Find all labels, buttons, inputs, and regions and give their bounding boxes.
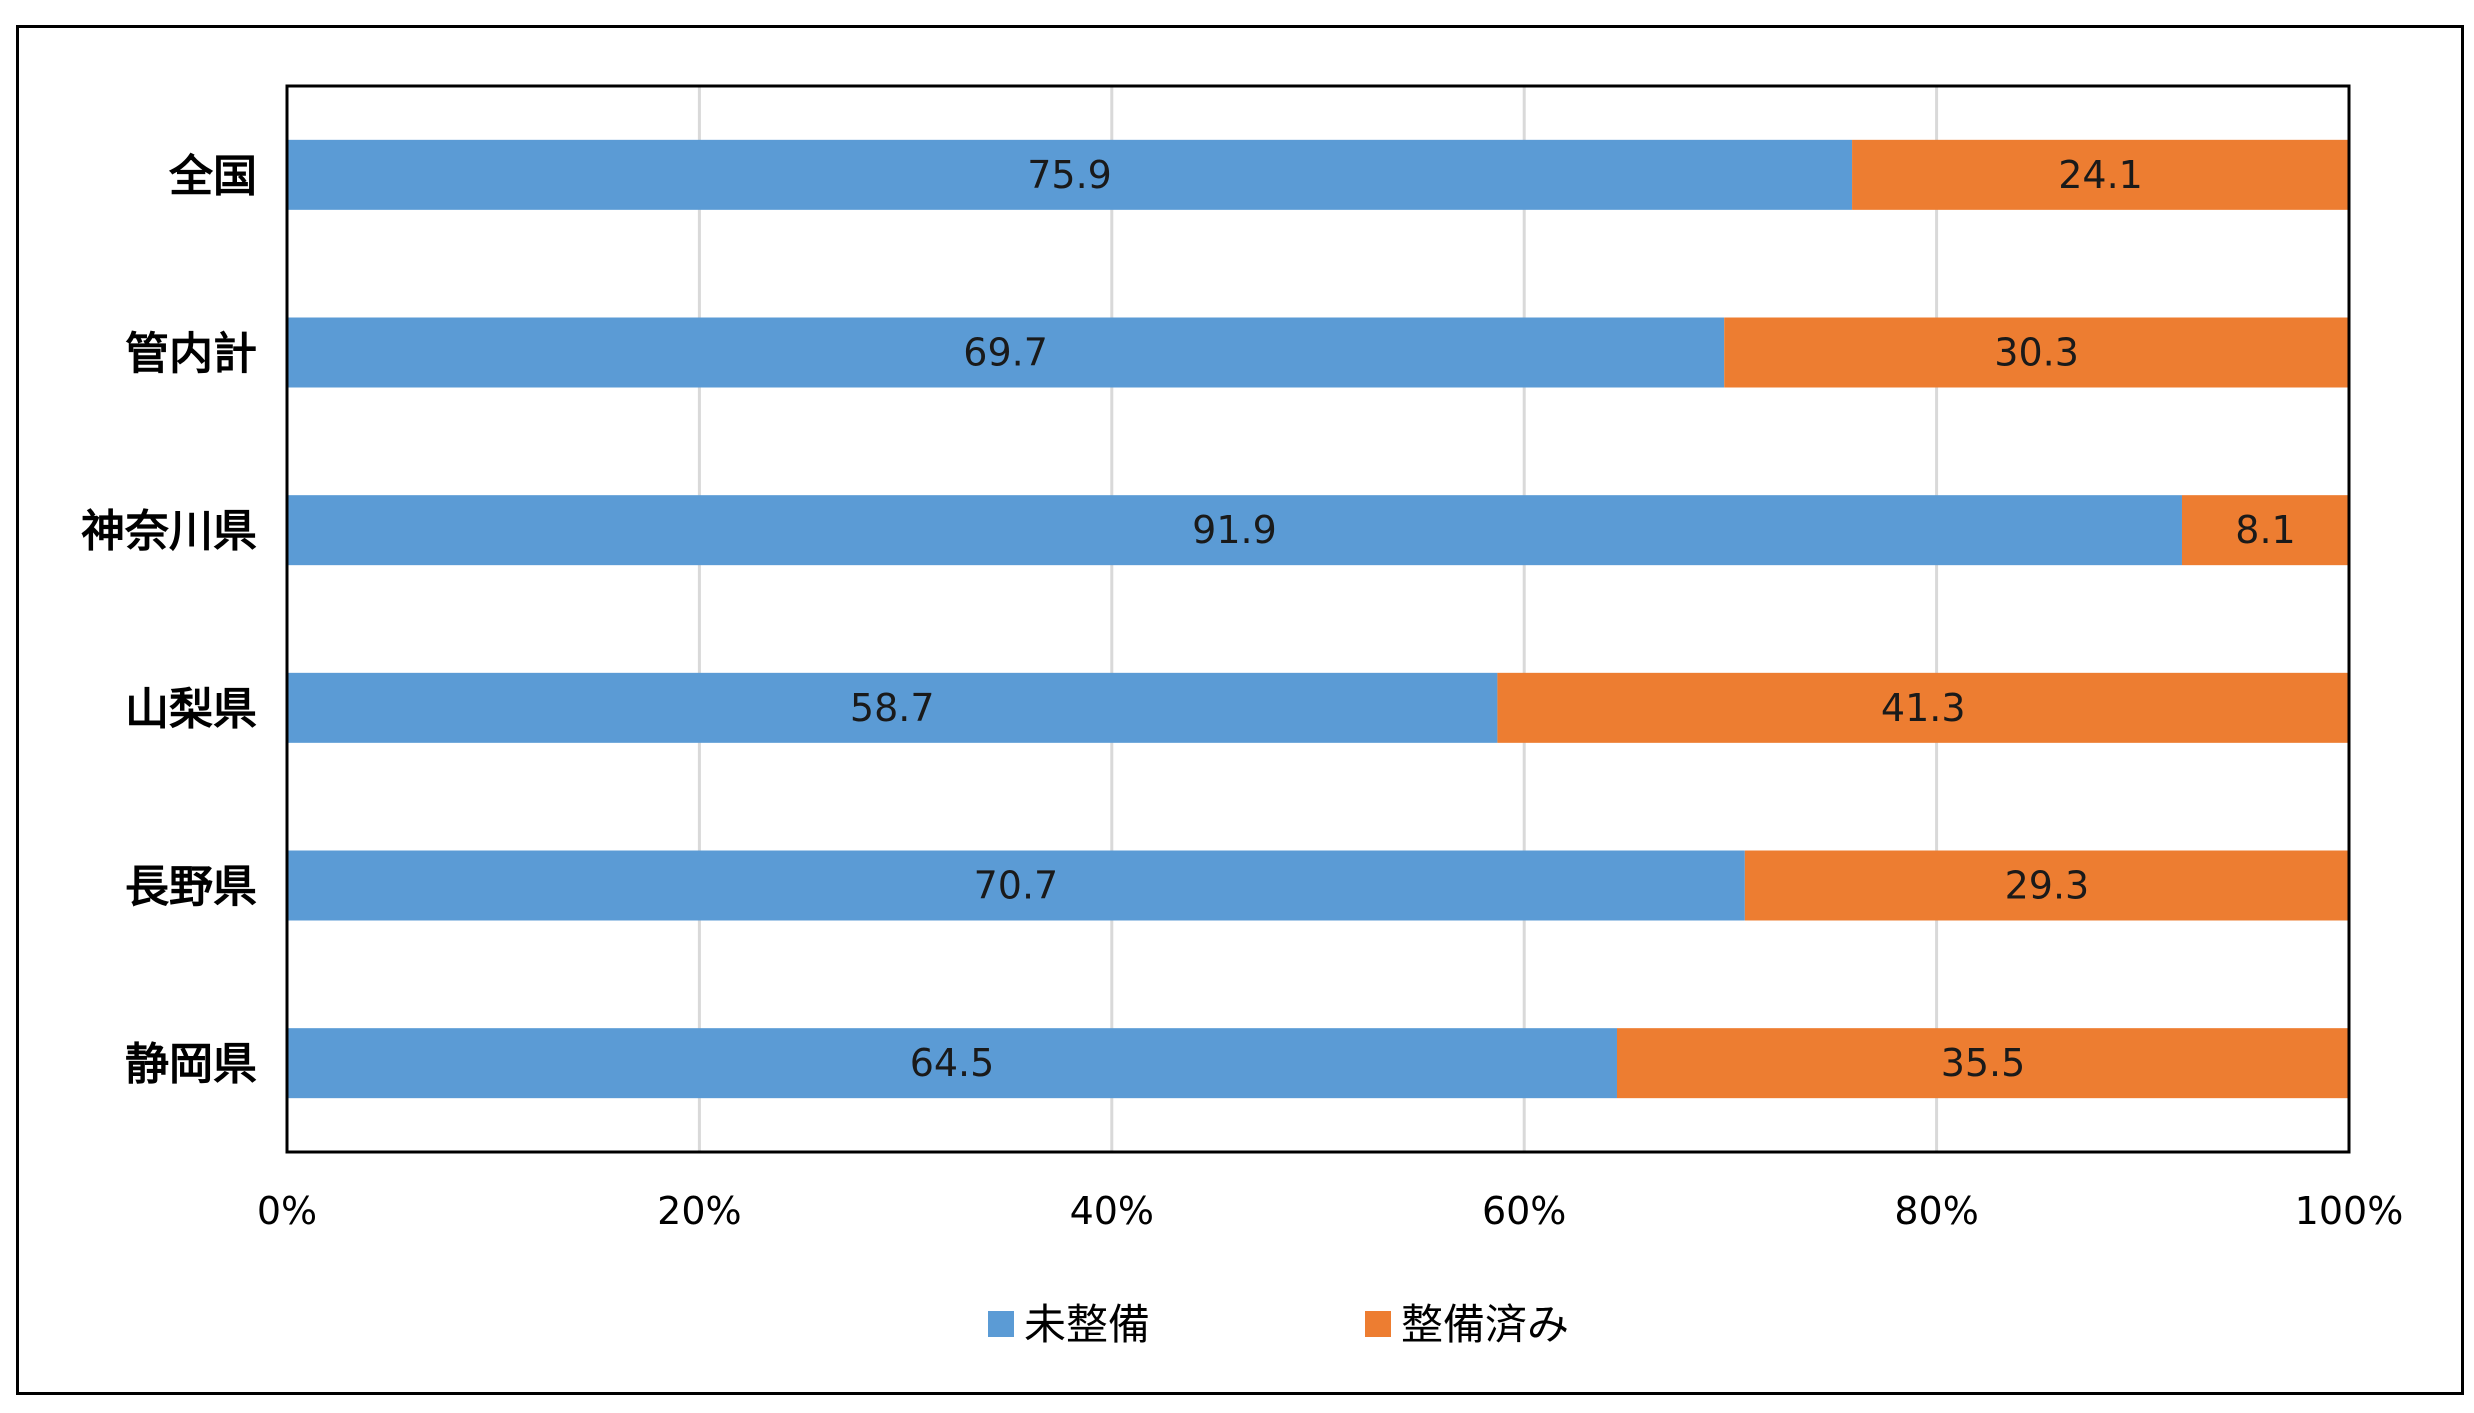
- data-label: 58.7: [850, 686, 935, 730]
- value-axis-tick-labels: 0% 20% 40% 60% 80% 100%: [257, 1189, 2403, 1233]
- bar-segment: [287, 672, 1498, 743]
- legend: 未整備 整備済み: [988, 1300, 1569, 1349]
- bar-segment: [287, 139, 1853, 210]
- category-label: 静岡県: [125, 1039, 257, 1090]
- bar-segment: [287, 317, 1725, 388]
- legend-label: 整備済み: [1401, 1300, 1569, 1349]
- category-label: 長野県: [125, 862, 257, 913]
- bar-segment: [1616, 1028, 2349, 1099]
- data-label: 70.7: [974, 864, 1059, 908]
- category-label: 神奈川県: [81, 506, 257, 557]
- data-label: 8.1: [2235, 508, 2295, 552]
- data-label: 29.3: [2005, 864, 2090, 908]
- data-label: 30.3: [1994, 331, 2079, 375]
- x-tick-label: 100%: [2295, 1189, 2404, 1233]
- bar-segment: [1852, 139, 2349, 210]
- data-label: 41.3: [1881, 686, 1966, 730]
- x-tick-label: 60%: [1482, 1189, 1566, 1233]
- x-tick-label: 0%: [257, 1189, 317, 1233]
- bar-segment: [287, 495, 2182, 566]
- x-tick-label: 20%: [657, 1189, 741, 1233]
- category-label: 山梨県: [125, 684, 257, 735]
- bar-segment: [287, 850, 1745, 921]
- data-label: 35.5: [1941, 1041, 2026, 1085]
- legend-label: 未整備: [1024, 1300, 1150, 1349]
- gridlines: [697, 86, 1939, 1152]
- bar-segment: [1744, 850, 2349, 921]
- x-tick-label: 80%: [1894, 1189, 1978, 1233]
- bar-segment: [287, 1028, 1617, 1099]
- bar-segment: [1724, 317, 2349, 388]
- legend-swatch: [988, 1311, 1014, 1337]
- chart-frame: 75.9 24.1 69.7 30.3 91.9 8.1 58.7 41.3 70.7 29.3 6…: [16, 25, 2464, 1395]
- data-label: 91.9: [1192, 508, 1277, 552]
- category-label: 全国: [168, 151, 257, 202]
- data-labels: 75.9 24.1 69.7 30.3 91.9 8.1 58.7 41.3 70.7 29.3 6…: [850, 153, 2296, 1085]
- data-label: 64.5: [910, 1041, 995, 1085]
- data-label: 75.9: [1027, 153, 1112, 197]
- stacked-bar-chart: 75.9 24.1 69.7 30.3 91.9 8.1 58.7 41.3 70.7 29.3 6…: [81, 84, 2403, 1349]
- category-label: 管内計: [125, 329, 257, 380]
- plot-area-border: [285, 84, 2351, 1154]
- x-tick-label: 40%: [1070, 1189, 1154, 1233]
- data-label: 24.1: [2058, 153, 2143, 197]
- legend-swatch: [1365, 1311, 1391, 1337]
- bar-segment: [2181, 495, 2349, 566]
- bar-segment: [1497, 672, 2349, 743]
- bars: [287, 139, 2349, 1099]
- data-label: 69.7: [963, 331, 1048, 375]
